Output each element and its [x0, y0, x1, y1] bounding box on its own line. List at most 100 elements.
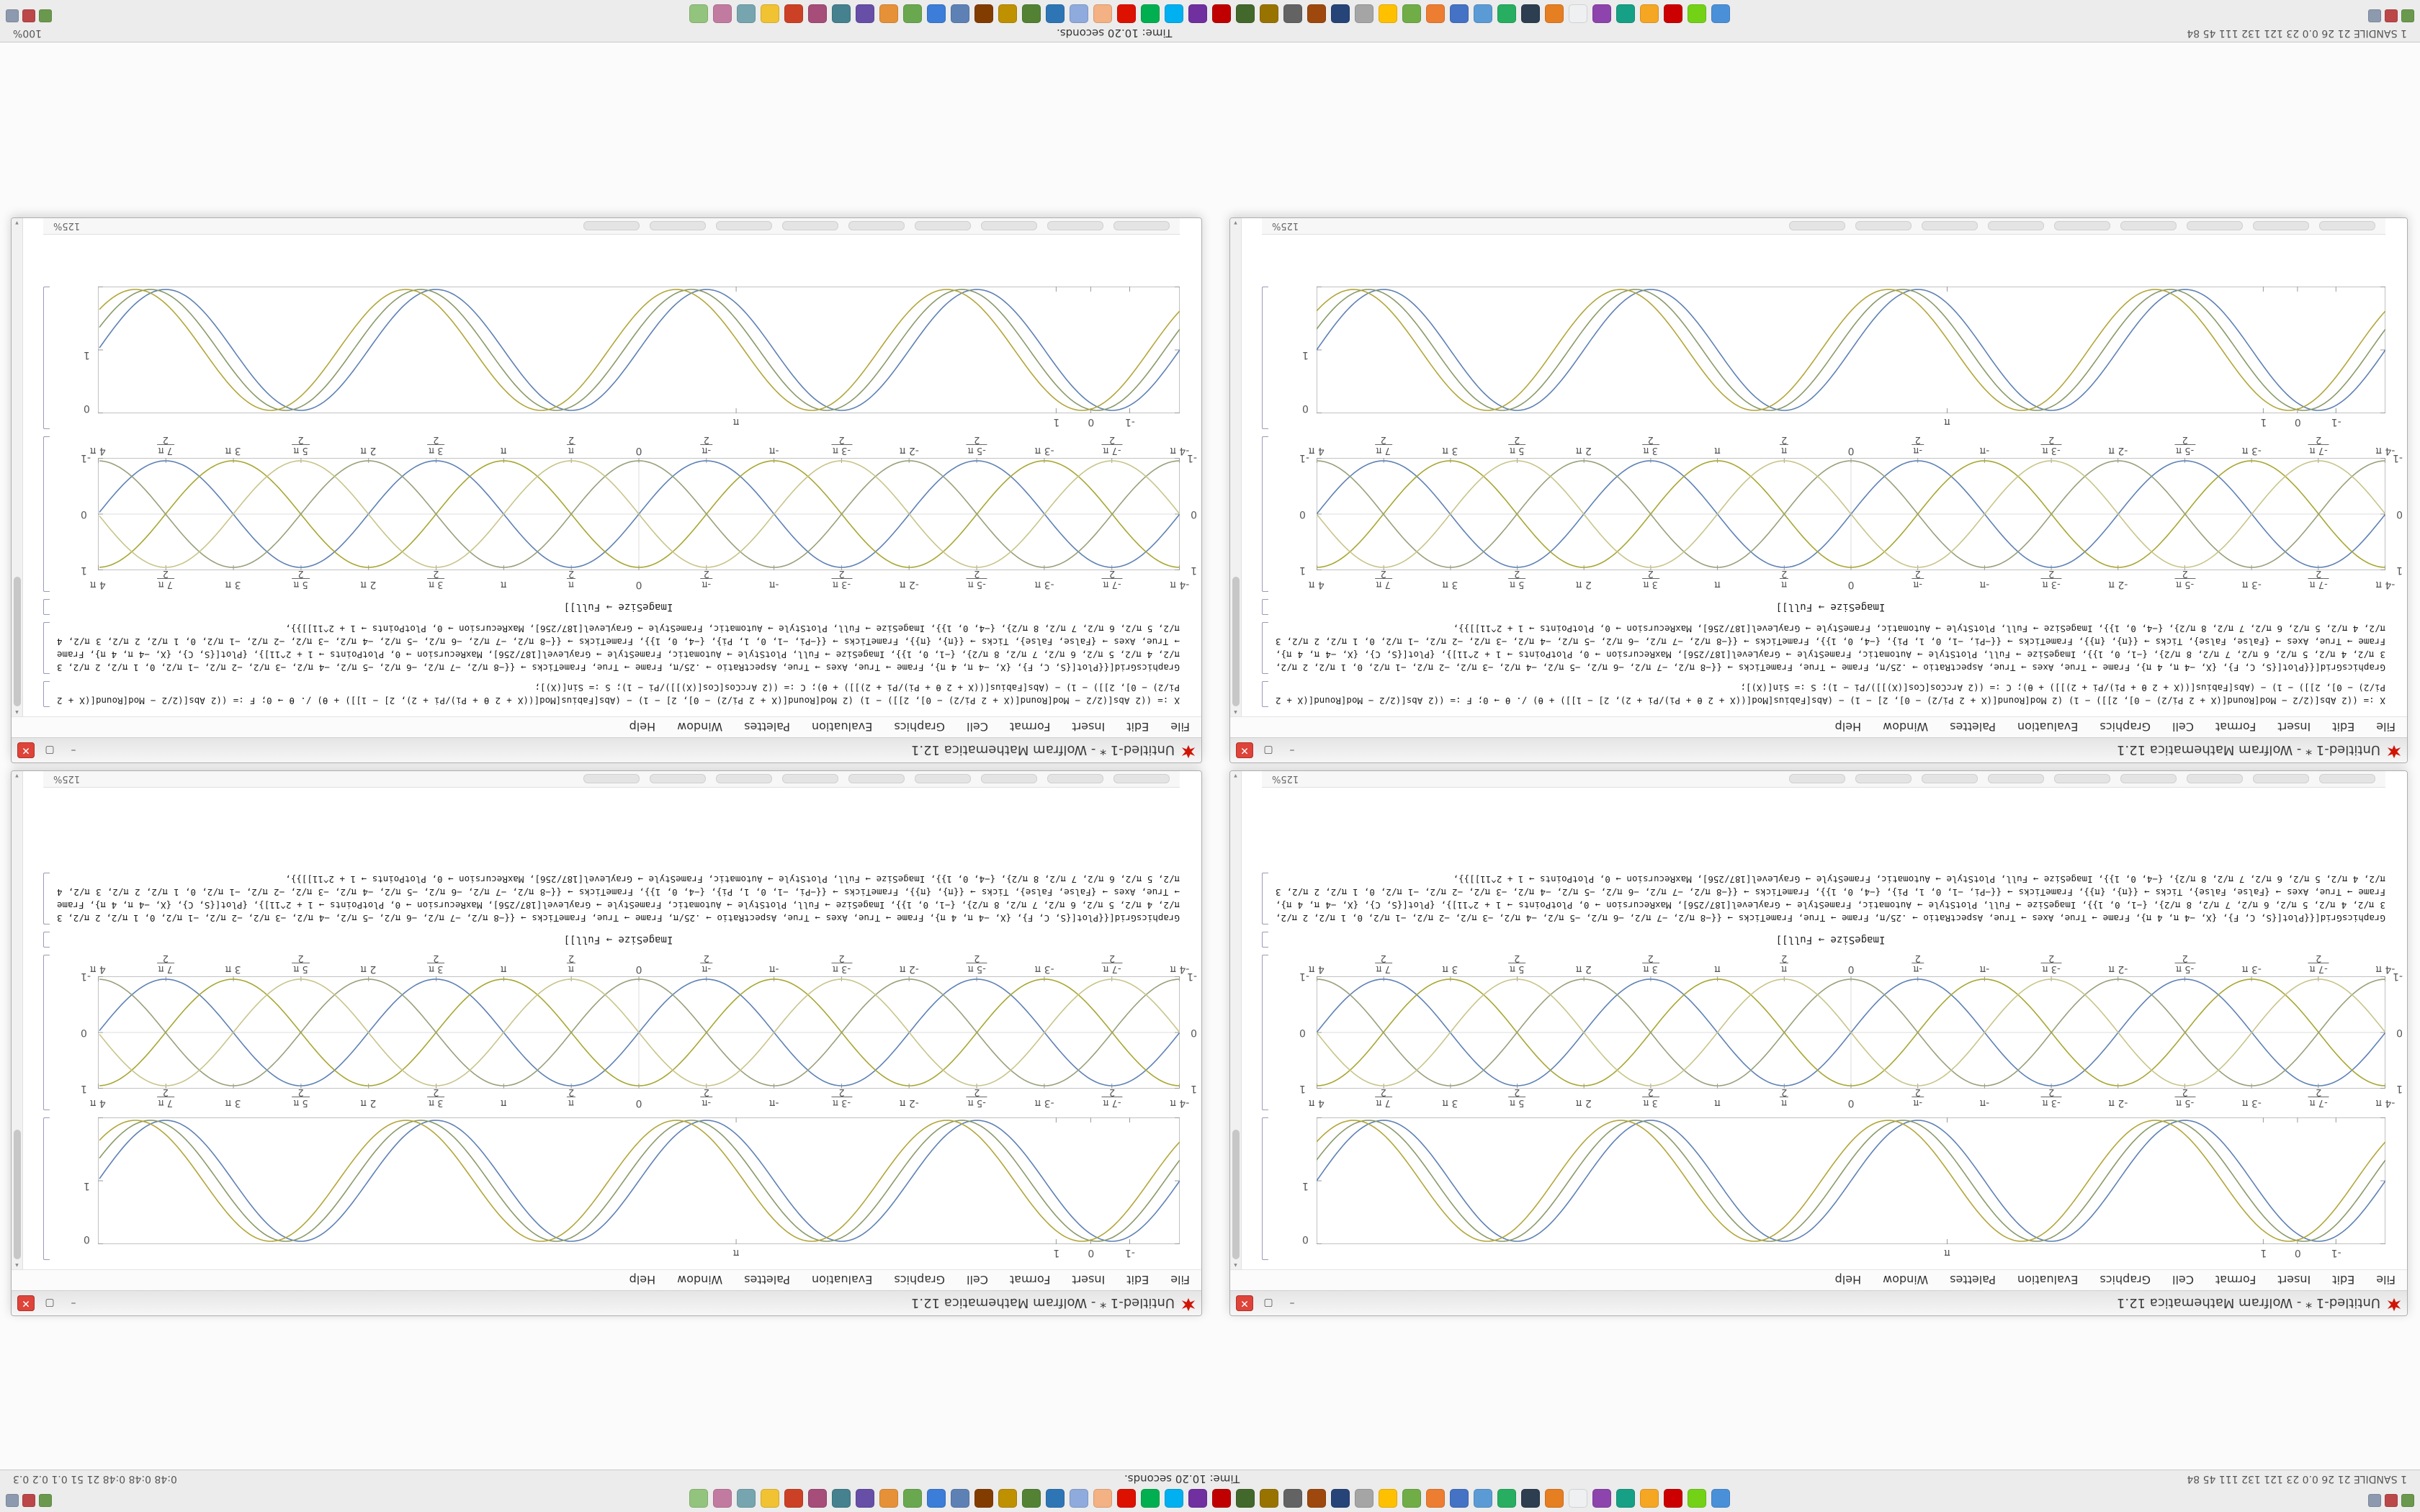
taskbar-app-icon[interactable]: [1093, 4, 1113, 23]
taskbar-app-icon[interactable]: [1355, 4, 1374, 23]
scroll-down-arrow[interactable]: ▾: [1234, 219, 1237, 226]
taskbar-app-icon[interactable]: [737, 4, 756, 23]
suggestion-chip[interactable]: [2120, 221, 2177, 231]
taskbar-app-icon[interactable]: [1379, 1489, 1398, 1508]
taskbar-app-icon[interactable]: [903, 4, 923, 23]
taskbar-app-icon[interactable]: [951, 4, 970, 23]
taskbar-app-icon[interactable]: [1711, 4, 1731, 23]
vertical-scrollbar[interactable]: ▴ ▾: [1230, 218, 1242, 716]
menu-item-format[interactable]: Format: [1009, 720, 1051, 734]
suggestion-chip[interactable]: [2253, 221, 2309, 231]
taskbar-app-icon[interactable]: [974, 4, 994, 23]
input-cell-bracket[interactable]: [43, 873, 50, 924]
taskbar-app-icon[interactable]: [1474, 4, 1493, 23]
menu-item-format[interactable]: Format: [1009, 1273, 1051, 1287]
scrollbar-thumb[interactable]: [1232, 577, 1240, 706]
taskbar-app-icon[interactable]: [1236, 1489, 1255, 1508]
taskbar-app-icon[interactable]: [1331, 4, 1350, 23]
suggestion-chip[interactable]: [782, 221, 838, 231]
menu-item-palettes[interactable]: Palettes: [744, 720, 790, 734]
taskbar-app-icon[interactable]: [1521, 1489, 1541, 1508]
menu-item-insert[interactable]: Insert: [1072, 720, 1106, 734]
maximize-button[interactable]: ▢: [45, 1297, 55, 1309]
menu-item-graphics[interactable]: Graphics: [2099, 720, 2151, 734]
menu-item-palettes[interactable]: Palettes: [744, 1273, 790, 1287]
close-button[interactable]: ✕: [1236, 1295, 1253, 1311]
suggestion-chip[interactable]: [1789, 221, 1845, 231]
menu-item-edit[interactable]: Edit: [1126, 720, 1150, 734]
taskbar-app-icon[interactable]: [903, 1489, 923, 1508]
suggestion-chip[interactable]: [915, 774, 971, 784]
suggestion-chip[interactable]: [1988, 774, 2044, 784]
taskbar-app-icon[interactable]: [998, 1489, 1018, 1508]
scrollbar-thumb[interactable]: [1232, 1130, 1240, 1259]
tray-icon[interactable]: [22, 9, 35, 22]
vertical-scrollbar[interactable]: ▴ ▾: [1230, 771, 1242, 1269]
suggestion-chip[interactable]: [2319, 774, 2375, 784]
input-cell-bracket[interactable]: [1262, 932, 1268, 948]
taskbar-app-icon[interactable]: [1426, 1489, 1446, 1508]
maximize-button[interactable]: ▢: [1263, 744, 1273, 756]
taskbar-app-icon[interactable]: [1260, 1489, 1279, 1508]
scroll-down-arrow[interactable]: ▾: [15, 772, 19, 779]
taskbar-app-icon[interactable]: [808, 4, 828, 23]
menu-item-file[interactable]: File: [1170, 720, 1190, 734]
suggestion-chip[interactable]: [2054, 774, 2110, 784]
taskbar-app-icon[interactable]: [1497, 1489, 1517, 1508]
scrollbar-thumb[interactable]: [14, 1130, 21, 1259]
taskbar-app-icon[interactable]: [1283, 4, 1303, 23]
suggestion-chip[interactable]: [2319, 221, 2375, 231]
taskbar-app-icon[interactable]: [737, 1489, 756, 1508]
window-titlebar[interactable]: Untitled-1 * - Wolfram Mathematica 12.1 –…: [12, 737, 1201, 762]
taskbar-app-icon[interactable]: [1402, 4, 1422, 23]
taskbar-app-icon[interactable]: [784, 1489, 804, 1508]
taskbar-app-icon[interactable]: [927, 4, 946, 23]
menu-item-cell[interactable]: Cell: [967, 720, 988, 734]
menu-item-palettes[interactable]: Palettes: [1950, 1273, 1996, 1287]
tray-icon[interactable]: [39, 9, 52, 22]
taskbar-app-icon[interactable]: [1307, 4, 1327, 23]
input-cell-bracket[interactable]: [1262, 873, 1268, 924]
taskbar-app-icon[interactable]: [1592, 4, 1612, 23]
suggestion-chip[interactable]: [716, 221, 772, 231]
taskbar-app-icon[interactable]: [1450, 4, 1469, 23]
taskbar-app-icon[interactable]: [974, 1489, 994, 1508]
taskbar-app-icon[interactable]: [1569, 4, 1588, 23]
menu-item-help[interactable]: Help: [1834, 720, 1862, 734]
taskbar-app-icon[interactable]: [808, 1489, 828, 1508]
output-cell-bracket[interactable]: [1262, 955, 1268, 1110]
taskbar-app-icon[interactable]: [1070, 4, 1089, 23]
output-cell-bracket[interactable]: [43, 287, 50, 429]
tray-icon[interactable]: [6, 9, 19, 22]
menu-item-file[interactable]: File: [2376, 1273, 2396, 1287]
menu-item-window[interactable]: Window: [677, 1273, 723, 1287]
taskbar-app-icon[interactable]: [784, 4, 804, 23]
scroll-down-arrow[interactable]: ▾: [15, 219, 19, 226]
menu-item-evaluation[interactable]: Evaluation: [811, 1273, 873, 1287]
menu-item-evaluation[interactable]: Evaluation: [2017, 1273, 2079, 1287]
suggestion-chip[interactable]: [1922, 774, 1978, 784]
taskbar-app-icon[interactable]: [1141, 4, 1160, 23]
taskbar-app-icon[interactable]: [879, 1489, 899, 1508]
taskbar-app-icon[interactable]: [761, 1489, 780, 1508]
suggestion-chip[interactable]: [2120, 774, 2177, 784]
tray-icon[interactable]: [2368, 9, 2381, 22]
taskbar-app-icon[interactable]: [1640, 4, 1659, 23]
suggestion-chip[interactable]: [2187, 221, 2243, 231]
taskbar-app-icon[interactable]: [856, 1489, 875, 1508]
menu-item-window[interactable]: Window: [1883, 1273, 1929, 1287]
suggestion-chip[interactable]: [1855, 774, 1912, 784]
taskbar-app-icon[interactable]: [1188, 1489, 1208, 1508]
taskbar-app-icon[interactable]: [1355, 1489, 1374, 1508]
taskbar-app-icon[interactable]: [1331, 1489, 1350, 1508]
tray-icon[interactable]: [2368, 1494, 2381, 1507]
taskbar-app-icon[interactable]: [1165, 1489, 1184, 1508]
taskbar-app-icon[interactable]: [856, 4, 875, 23]
taskbar-app-icon[interactable]: [1165, 4, 1184, 23]
menu-item-format[interactable]: Format: [2215, 1273, 2257, 1287]
window-titlebar[interactable]: Untitled-1 * - Wolfram Mathematica 12.1 –…: [1230, 737, 2407, 762]
menu-item-insert[interactable]: Insert: [2277, 1273, 2311, 1287]
input-cell-bracket[interactable]: [43, 599, 50, 615]
taskbar-app-icon[interactable]: [1212, 4, 1232, 23]
scroll-up-arrow[interactable]: ▴: [15, 708, 19, 716]
